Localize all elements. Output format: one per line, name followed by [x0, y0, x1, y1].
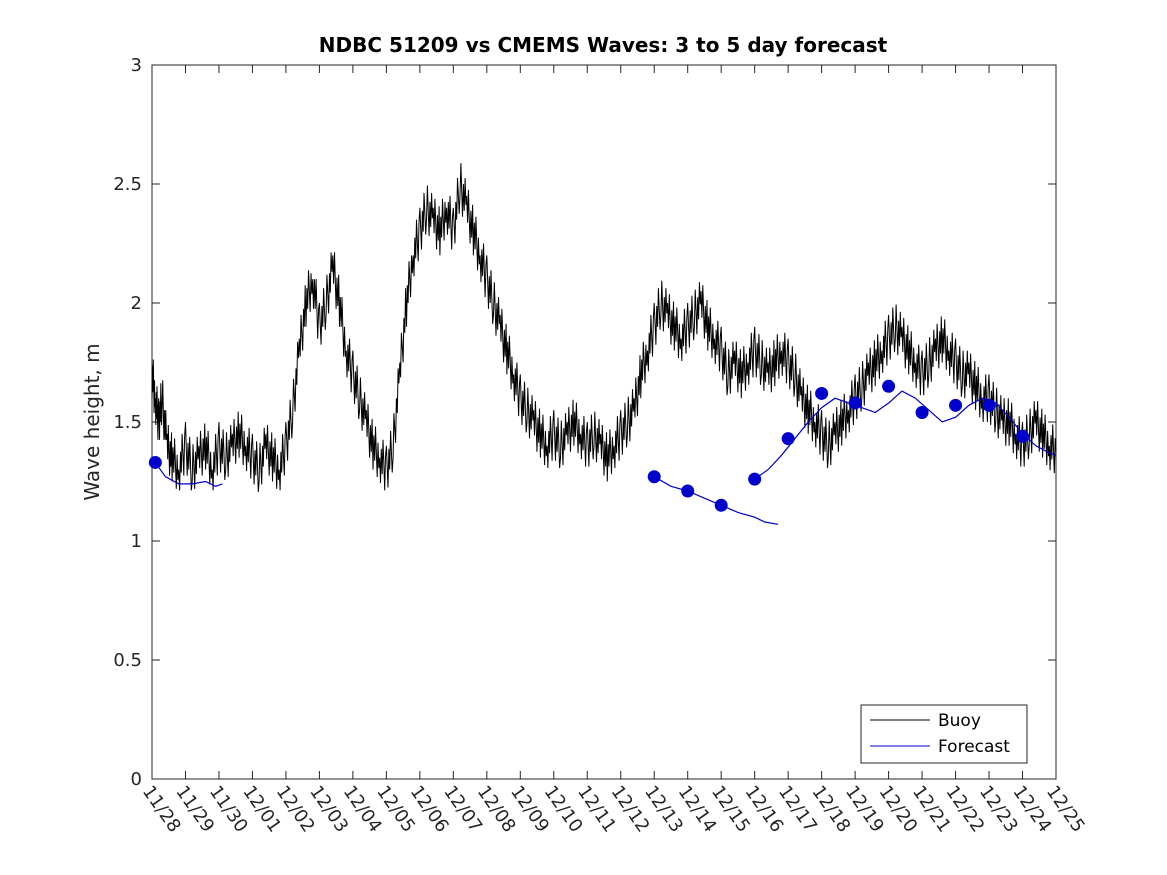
forecast-marker	[949, 398, 963, 412]
forecast-marker	[1016, 429, 1030, 443]
forecast-marker	[848, 396, 862, 410]
legend: Buoy Forecast	[860, 704, 1028, 764]
forecast-marker	[982, 398, 996, 412]
y-tick-label: 2	[131, 293, 142, 314]
forecast-marker	[781, 432, 795, 446]
forecast-marker	[815, 386, 829, 400]
forecast-marker	[882, 379, 896, 393]
y-tick-label: 3	[131, 55, 142, 76]
forecast-line	[754, 390, 1057, 480]
forecast-marker	[681, 484, 695, 498]
forecast-marker	[148, 455, 162, 469]
chart-title: NDBC 51209 vs CMEMS Waves: 3 to 5 day fo…	[319, 33, 888, 57]
forecast-line	[154, 462, 223, 487]
forecast-marker	[647, 470, 661, 484]
y-tick-label: 0	[131, 769, 142, 790]
buoy-line	[151, 163, 1057, 492]
y-axis: 0 0.5 1 1.5 2 2.5 3	[113, 55, 1056, 790]
legend-buoy-label: Buoy	[938, 711, 981, 731]
plot-area	[151, 64, 1057, 780]
y-tick-label: 1.5	[113, 412, 142, 433]
y-tick-label: 1	[131, 531, 142, 552]
forecast-marker	[748, 472, 762, 486]
y-axis-label: Wave height, m	[80, 343, 104, 500]
legend-forecast-label: Forecast	[938, 737, 1010, 757]
forecast-marker	[714, 498, 728, 512]
y-tick-label: 0.5	[113, 650, 142, 671]
forecast-marker	[915, 405, 929, 419]
y-tick-label: 2.5	[113, 174, 142, 195]
legend-box	[860, 704, 1028, 764]
series-layer	[148, 163, 1057, 525]
